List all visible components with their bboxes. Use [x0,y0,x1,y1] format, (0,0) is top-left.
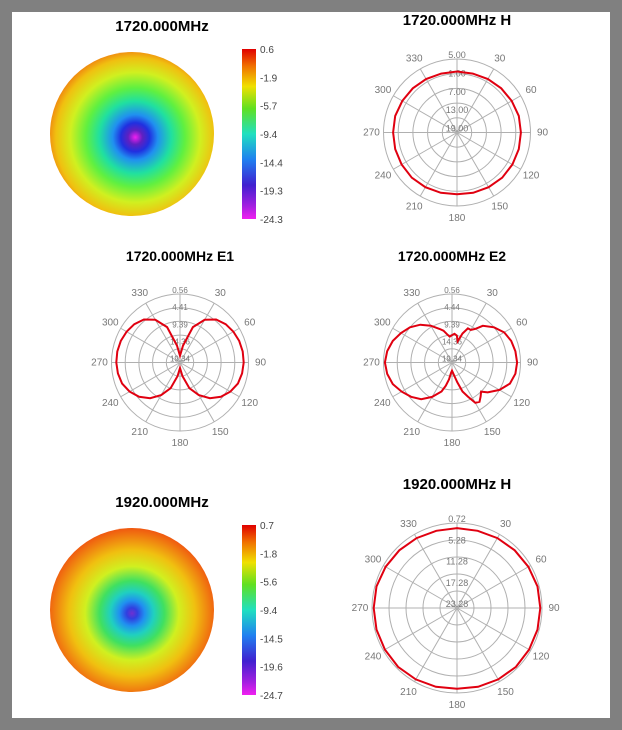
svg-text:240: 240 [102,398,119,409]
title-polar-1720-h: 1720.000MHz H [322,12,592,29]
svg-text:1.00: 1.00 [448,68,466,78]
svg-text:-5.7: -5.7 [260,102,278,113]
svg-text:330: 330 [131,288,148,299]
svg-text:60: 60 [525,85,537,96]
svg-text:9.39: 9.39 [172,320,188,329]
svg-text:0.56: 0.56 [444,286,460,295]
svg-text:0.56: 0.56 [172,286,188,295]
polar-1720-e1-svg: 30 60 90 120 150 180 210 240 270 300 330 0.56 4.41 9.… [60,268,300,453]
svg-text:0.6: 0.6 [260,45,274,56]
svg-text:270: 270 [363,128,380,139]
svg-text:300: 300 [365,555,382,566]
svg-text:150: 150 [497,687,514,698]
svg-text:60: 60 [535,555,547,566]
svg-text:330: 330 [406,53,423,64]
panel-heatmap-1720: 1720.000MHz 0.6 -1.9 -5.7 -9.4 -14.4 -19.3 -24… [32,18,292,229]
svg-text:180: 180 [172,438,189,449]
panel-polar-1920-h: 1920.000MHz H 30609012015018021024027030… [312,476,602,715]
svg-text:30: 30 [500,519,512,530]
polar-1720-h-svg: 30 60 90 120 150 180 210 240 270 300 330 5.00 1.00 7.… [322,33,592,228]
svg-text:5.00: 5.00 [448,50,466,60]
chart-canvas: 1720.000MHz 0.6 -1.9 -5.7 -9.4 -14.4 -19.3 -24… [12,12,610,718]
polar-1720-e2-svg: 30 60 90 120 150 180 210 240 270 300 330 0.56 4.44 9.… [332,268,572,453]
svg-text:5.28: 5.28 [448,535,466,545]
svg-text:23.28: 23.28 [446,599,469,609]
svg-text:30: 30 [215,288,227,299]
svg-text:19.00: 19.00 [446,124,469,134]
svg-text:4.44: 4.44 [444,303,460,312]
svg-text:240: 240 [365,652,382,663]
svg-text:120: 120 [523,170,540,181]
svg-text:0.7: 0.7 [260,521,274,532]
title-heatmap-1720: 1720.000MHz [32,18,292,35]
svg-text:30: 30 [494,53,506,64]
svg-text:210: 210 [406,202,423,213]
svg-text:180: 180 [449,213,466,224]
title-polar-1720-e2: 1720.000MHz E2 [332,248,572,264]
polar-1920-h-svg: 30 60 90 120 150 180 210 240 270 300 330 0.72 5.28 11… [312,497,602,715]
svg-text:90: 90 [537,128,549,139]
svg-text:17.28: 17.28 [446,578,469,588]
svg-text:150: 150 [212,427,229,438]
heatmap-1920-svg: 0.7 -1.8 -5.6 -9.4 -14.5 -19.6 -24.7 [32,515,292,705]
svg-text:120: 120 [533,652,550,663]
svg-text:-9.4: -9.4 [260,606,278,617]
svg-text:0.72: 0.72 [448,514,466,524]
svg-text:-19.3: -19.3 [260,187,283,198]
svg-text:210: 210 [403,427,420,438]
svg-text:-5.6: -5.6 [260,578,278,589]
svg-text:-1.9: -1.9 [260,73,278,84]
svg-text:330: 330 [400,519,417,530]
svg-text:-1.8: -1.8 [260,549,278,560]
svg-text:180: 180 [449,700,466,711]
svg-text:150: 150 [484,427,501,438]
svg-text:120: 120 [241,398,258,409]
svg-text:270: 270 [363,358,380,369]
svg-text:11.28: 11.28 [446,557,468,567]
svg-text:-14.5: -14.5 [260,634,283,645]
svg-text:270: 270 [352,603,369,614]
svg-text:300: 300 [102,317,119,328]
svg-text:13.00: 13.00 [446,105,469,115]
svg-text:4.41: 4.41 [172,303,188,312]
svg-text:60: 60 [244,317,256,328]
svg-text:-24.7: -24.7 [260,691,283,702]
panel-polar-1720-h: 1720.000MHz H 30609012015018021024027030… [322,12,592,228]
svg-text:240: 240 [374,398,391,409]
svg-text:19.34: 19.34 [442,355,463,364]
svg-text:240: 240 [375,170,392,181]
svg-text:9.39: 9.39 [444,320,460,329]
svg-text:90: 90 [548,603,560,614]
svg-text:90: 90 [527,358,539,369]
panel-polar-1720-e2: 1720.000MHz E2 3060901201501802102402703… [332,248,572,453]
title-polar-1720-e1: 1720.000MHz E1 [60,248,300,264]
title-heatmap-1920: 1920.000MHz [32,494,292,511]
svg-text:-9.4: -9.4 [260,130,278,141]
svg-text:300: 300 [374,317,391,328]
svg-text:210: 210 [400,687,417,698]
panel-heatmap-1920: 1920.000MHz 0.7 -1.8 -5.6 -9.4 -14.5 -19.6 -24… [32,494,292,705]
svg-text:180: 180 [444,438,461,449]
svg-text:270: 270 [91,358,108,369]
svg-text:-19.6: -19.6 [260,663,283,674]
svg-text:150: 150 [491,202,508,213]
svg-text:120: 120 [513,398,530,409]
svg-text:30: 30 [487,288,499,299]
svg-text:-24.3: -24.3 [260,215,283,226]
svg-text:60: 60 [516,317,528,328]
title-polar-1920-h: 1920.000MHz H [312,476,602,493]
svg-text:7.00: 7.00 [448,87,466,97]
heatmap-1720-svg: 0.6 -1.9 -5.7 -9.4 -14.4 -19.3 -24.3 [32,39,292,229]
panel-polar-1720-e1: 1720.000MHz E1 3060901201501802102402703… [60,248,300,453]
svg-text:90: 90 [255,358,267,369]
svg-text:-14.4: -14.4 [260,158,283,169]
svg-text:210: 210 [131,427,148,438]
svg-text:330: 330 [403,288,420,299]
svg-text:300: 300 [375,85,392,96]
